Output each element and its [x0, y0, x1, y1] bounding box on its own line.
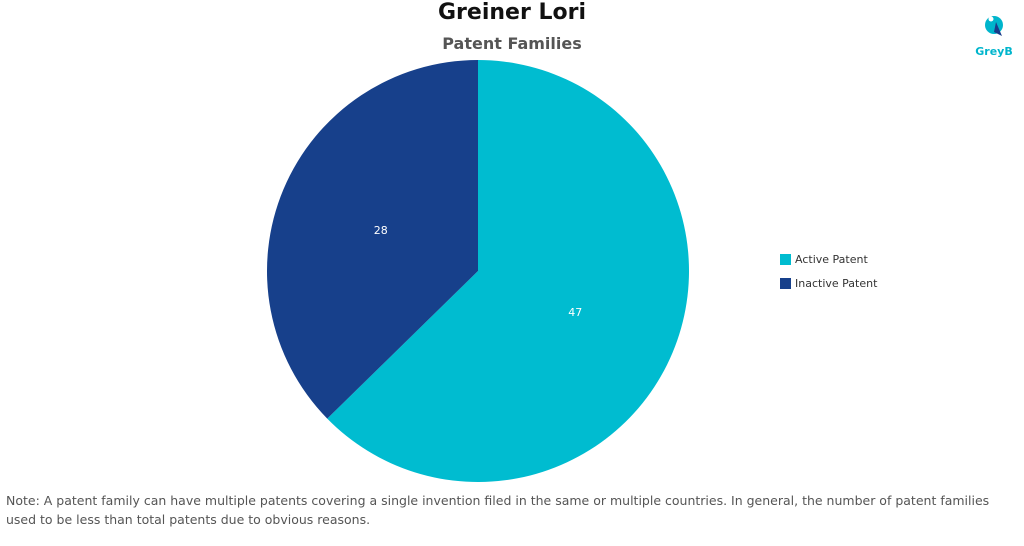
chart-subtitle: Patent Families [442, 34, 582, 53]
chart-legend: Active Patent Inactive Patent [780, 251, 877, 299]
legend-label-active: Active Patent [795, 252, 868, 266]
legend-swatch-active [780, 253, 791, 265]
pie-slice-active-patent[interactable] [327, 60, 689, 482]
pie-slice-label-active-patent: 47 [568, 306, 582, 319]
legend-item-inactive[interactable]: Inactive Patent [780, 275, 877, 291]
legend-item-active[interactable]: Active Patent [780, 251, 877, 267]
logo-text: GreyB [975, 45, 1013, 58]
pie-slice-inactive-patent[interactable] [267, 60, 478, 419]
greyb-logo-icon [985, 16, 1003, 36]
chart-title: Greiner Lori [438, 0, 586, 25]
footnote: Note: A patent family can have multiple … [6, 493, 990, 527]
pie-slice-label-inactive-patent: 28 [374, 224, 388, 237]
legend-label-inactive: Inactive Patent [795, 276, 878, 290]
greyb-logo: GreyB [972, 12, 1016, 64]
legend-swatch-inactive [780, 277, 791, 289]
pie-chart: 47 28 [267, 60, 689, 482]
